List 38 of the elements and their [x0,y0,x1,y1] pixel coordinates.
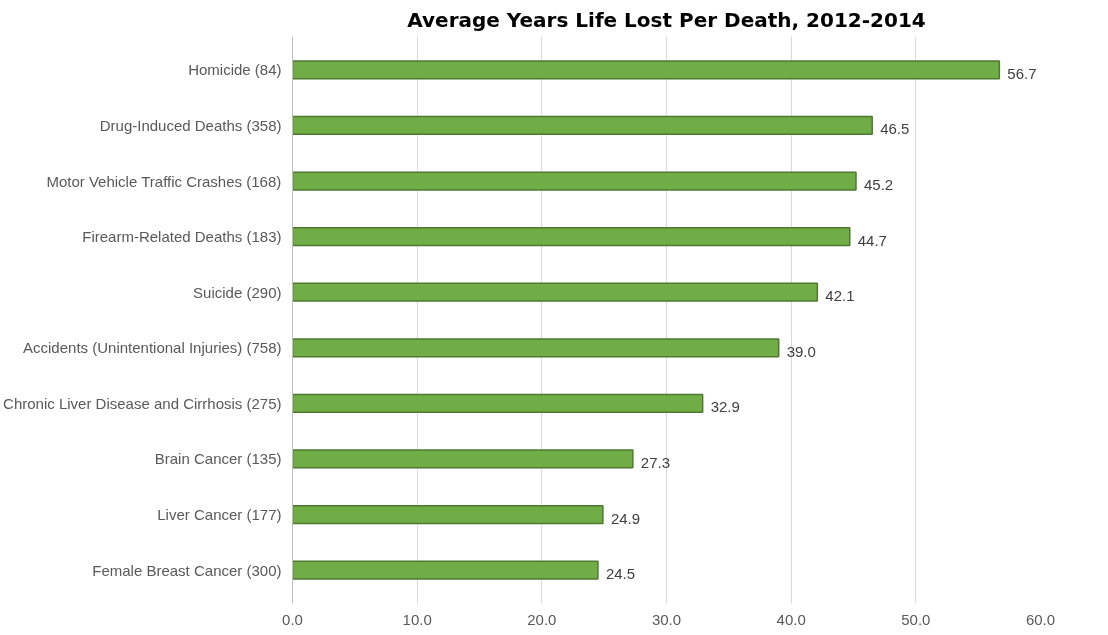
data-label: 24.5 [605,565,636,583]
y-tick-label: Firearm-Related Deaths (183) [82,228,282,246]
y-tick-label: Drug-Induced Deaths (358) [99,116,282,134]
y-tick-label: Motor Vehicle Traffic Crashes (168) [46,172,282,190]
x-tick-label: 60.0 [1025,610,1056,628]
data-label: 27.3 [640,453,671,471]
bar [292,338,780,358]
bar [292,226,851,247]
data-label: 32.9 [710,398,740,416]
data-label: 42.1 [825,287,855,305]
y-tick-label: Suicide (290) [193,283,282,301]
x-tick-label: 0.0 [282,610,303,628]
x-tick-label: 40.0 [776,610,806,628]
x-tick-label: 30.0 [651,610,682,628]
x-tick-label: 20.0 [527,610,557,628]
bar [292,115,873,136]
data-label: 56.7 [1007,64,1037,82]
x-tick-label: 10.0 [402,610,432,628]
data-label: 24.9 [610,509,641,527]
bar [292,60,1001,80]
x-tick-label: 50.0 [901,610,931,628]
bar [292,504,604,525]
bar [292,393,704,414]
data-label: 45.2 [863,176,894,194]
y-tick-label: Homicide (84) [188,61,282,79]
data-label: 46.5 [880,120,910,138]
y-tick-label: Liver Cancer (177) [157,506,282,524]
bar [292,449,634,469]
y-tick-label: Female Breast Cancer (300) [92,561,282,579]
y-tick-label: Brain Cancer (135) [154,450,282,468]
bar [292,560,599,580]
chart-title: Average Years Life Lost Per Death, 2012-2014 [407,7,926,32]
y-tick-label: Chronic Liver Disease and Cirrhosis (275) [3,394,282,412]
bar [292,171,857,191]
bar [292,282,819,302]
data-label: 39.0 [786,342,816,360]
y-tick-label: Accidents (Unintentional Injuries) (758) [23,339,282,357]
data-label: 44.7 [857,231,887,249]
